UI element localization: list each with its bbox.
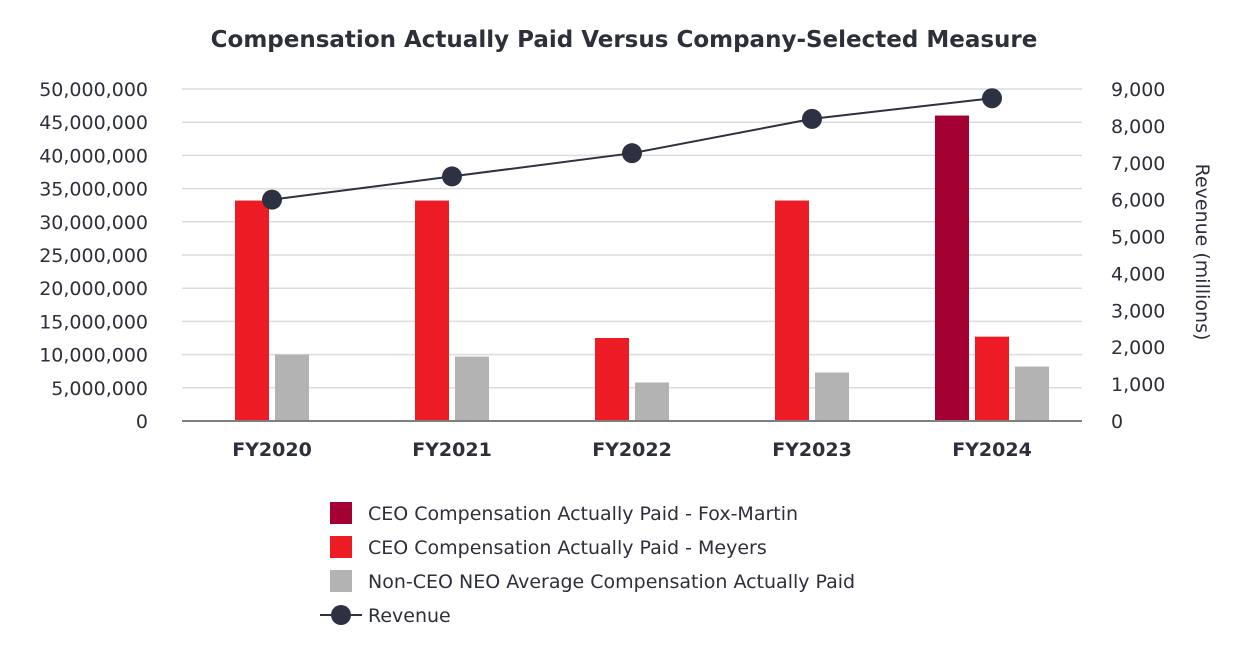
category-label: FY2020 — [232, 439, 312, 461]
legend-swatch — [330, 570, 352, 592]
category-label: FY2023 — [772, 439, 852, 461]
revenue-point-fy2023 — [802, 108, 822, 129]
bars — [235, 115, 1049, 421]
bar-fy2021-non-ceo-neo-average-compensation-actually-paid — [455, 356, 489, 421]
right-tick-label: 9,000 — [1111, 79, 1165, 101]
right-tick-label: 2,000 — [1111, 337, 1165, 359]
revenue-point-fy2020 — [262, 189, 282, 210]
bar-fy2024-fox-martin — [935, 115, 969, 421]
bar-fy2022-non-ceo-neo-average-compensation-actually-paid — [635, 382, 669, 421]
legend-label: Non-CEO NEO Average Compensation Actuall… — [368, 571, 855, 593]
right-tick-label: 1,000 — [1111, 374, 1165, 396]
legend: CEO Compensation Actually Paid - Fox-Mar… — [320, 502, 855, 627]
category-labels: FY2020 FY2021 FY2022 FY2023 FY2024 — [232, 439, 1032, 461]
legend-label: Revenue — [368, 605, 451, 627]
bar-fy2024-non-ceo-neo-average-compensation-actually-paid — [1015, 366, 1049, 421]
left-tick-label: 10,000,000 — [39, 345, 148, 367]
gridlines — [182, 88, 1082, 389]
legend-swatch — [330, 502, 352, 524]
bar-fy2020-meyers — [235, 200, 269, 421]
revenue-point-fy2022 — [622, 143, 642, 164]
left-tick-label: 30,000,000 — [39, 212, 148, 234]
left-tick-label: 25,000,000 — [39, 245, 148, 267]
category-label: FY2021 — [412, 439, 492, 461]
left-tick-label: 50,000,000 — [39, 79, 148, 101]
right-tick-label: 7,000 — [1111, 153, 1165, 175]
bar-fy2022-meyers — [595, 338, 629, 421]
bar-fy2023-meyers — [775, 200, 809, 421]
right-axis: 0 1,000 2,000 3,000 4,000 5,000 6,000 7,000 8,00… — [1111, 79, 1165, 433]
right-tick-label: 8,000 — [1111, 116, 1165, 138]
bar-fy2024-meyers — [975, 336, 1009, 421]
left-tick-label: 40,000,000 — [39, 145, 148, 167]
category-label: FY2024 — [952, 439, 1032, 461]
right-axis-title: Revenue (millions) — [1191, 164, 1213, 341]
right-tick-label: 6,000 — [1111, 190, 1165, 212]
bar-fy2021-meyers — [415, 200, 449, 421]
legend-label: CEO Compensation Actually Paid - Fox-Mar… — [368, 503, 798, 525]
left-tick-label: 20,000,000 — [39, 278, 148, 300]
legend-marker — [331, 605, 351, 625]
left-tick-label: 15,000,000 — [39, 311, 148, 333]
revenue-point-fy2024 — [982, 88, 1002, 109]
revenue-point-fy2021 — [442, 166, 462, 187]
left-tick-label: 45,000,000 — [39, 112, 148, 134]
bar-fy2023-non-ceo-neo-average-compensation-actually-paid — [815, 372, 849, 421]
right-tick-label: 0 — [1111, 411, 1123, 433]
right-tick-label: 3,000 — [1111, 300, 1165, 322]
legend-swatch — [330, 536, 352, 558]
left-axis: 0 5,000,000 10,000,000 15,000,000 20,000,000… — [39, 79, 148, 433]
left-tick-label: 5,000,000 — [51, 378, 148, 400]
bar-fy2020-non-ceo-neo-average-compensation-actually-paid — [275, 354, 309, 421]
category-label: FY2022 — [592, 439, 672, 461]
revenue-line-group — [262, 88, 1002, 210]
legend-label: CEO Compensation Actually Paid - Meyers — [368, 537, 767, 559]
left-tick-label: 35,000,000 — [39, 179, 148, 201]
right-tick-label: 5,000 — [1111, 227, 1165, 249]
chart-title: Compensation Actually Paid Versus Compan… — [211, 27, 1038, 53]
right-tick-label: 4,000 — [1111, 263, 1165, 285]
left-tick-label: 0 — [136, 411, 148, 433]
